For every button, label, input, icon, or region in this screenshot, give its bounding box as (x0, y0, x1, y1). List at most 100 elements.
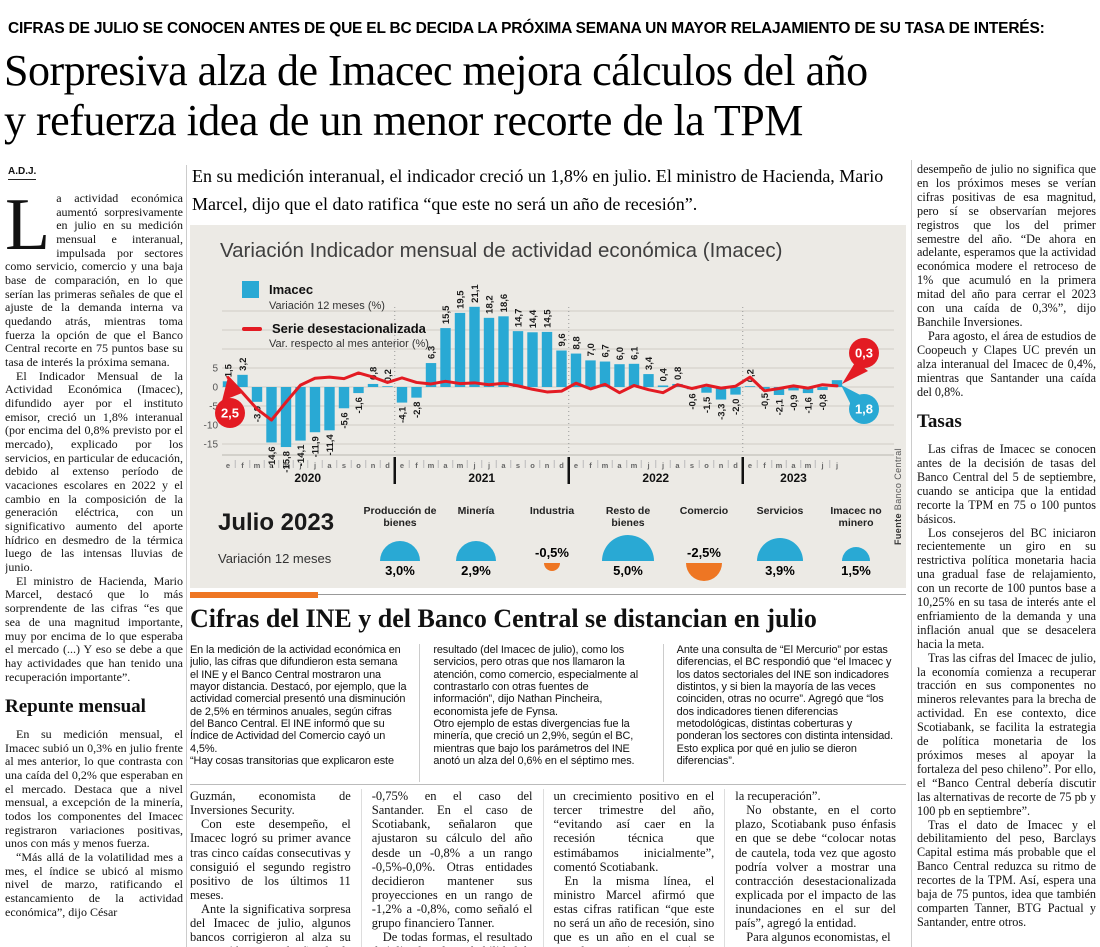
sector-gauge-servicios: Servicios 3,9% (742, 503, 818, 581)
imacec-bar (237, 374, 248, 387)
imacec-bar (643, 374, 654, 387)
callout-bar-end-text: 1,8 (855, 402, 873, 417)
imacec-bar (440, 328, 451, 387)
bar-value-label: -4,1 (398, 406, 409, 423)
imacec-bar (280, 387, 292, 448)
imacec-bar (817, 387, 828, 391)
bar-value-label: 14,7 (514, 309, 525, 328)
bar-value-label: -2,0 (731, 399, 742, 415)
sector-gauges-row: Julio 2023 Variación 12 meses Producción… (204, 503, 894, 581)
body-paragraph: Guzmán, economista de Inversiones Securi… (190, 789, 351, 818)
imacec-bar (338, 387, 350, 409)
imacec-bar (715, 387, 727, 400)
bar-value-label: 0,4 (659, 368, 670, 382)
year-label: 2020 (294, 471, 321, 485)
sector-gauge-industria: Industria -0,5% (514, 503, 590, 581)
main-headline: Sorpresiva alza de Imacec mejora cálculo… (4, 46, 1098, 146)
month-label: j (835, 461, 838, 470)
gauges-subtitle: Variación 12 meses (218, 551, 332, 566)
bar-value-label: 3,4 (644, 356, 655, 370)
imacec-bar (425, 363, 437, 387)
year-label: 2022 (642, 471, 669, 485)
gauge-semicircle-negative (544, 563, 560, 571)
bar-value-label: 15,5 (441, 305, 452, 324)
month-label: a (617, 461, 622, 470)
month-label: a (443, 461, 448, 470)
imacec-bar (512, 331, 524, 387)
month-label: a (501, 461, 506, 470)
month-label: j (313, 461, 316, 470)
body-paragraph: un crecimiento positivo en el tercer tri… (553, 789, 715, 874)
gauge-semicircle-positive (380, 541, 420, 561)
bar-value-label: 14,5 (543, 309, 554, 328)
bar-value-label: -0,8 (818, 394, 829, 410)
orange-accent-bar (190, 592, 318, 598)
bar-value-label: -14,6 (267, 446, 278, 468)
bar-value-label: -3,9 (253, 406, 264, 422)
gauge-zone (590, 531, 666, 561)
bar-value-label: -2,1 (775, 398, 786, 415)
month-label: e (400, 461, 404, 470)
gauge-semicircle-positive (757, 538, 803, 561)
month-label: o (530, 461, 535, 470)
month-label: o (704, 461, 709, 470)
gauge-label: Minería (457, 505, 495, 517)
month-label: s (342, 461, 346, 470)
article-text-column: un crecimiento positivo en el tercer tri… (542, 789, 725, 947)
byline: A.D.J. (8, 166, 37, 180)
bar-value-label: -14,1 (296, 444, 307, 466)
bar-value-label: -2,8 (412, 402, 423, 418)
gauge-semicircle-positive (602, 535, 654, 561)
month-label: n (719, 461, 724, 470)
body-paragraph: la recuperación”. (735, 789, 821, 803)
bar-value-label: 21,1 (470, 284, 481, 303)
month-label: n (371, 461, 376, 470)
month-label: a (269, 461, 274, 470)
bar-value-label: -3,3 (717, 404, 728, 420)
gauge-zone: -2,5% (666, 531, 742, 561)
subarticle-text-column: resultado (del Imacec de julio), como lo… (419, 644, 662, 782)
legend-entry-imacec: Imacec Variación 12 meses (%) (242, 281, 429, 312)
section-divider (190, 784, 906, 785)
gauge-value: 3,0% (385, 563, 415, 578)
bar-value-label: 6,3 (427, 346, 438, 359)
callout-line-end-bubble (849, 338, 879, 368)
subhead-repunte-mensual: Repunte mensual (5, 696, 146, 718)
month-label: e (574, 461, 578, 470)
gauge-semicircle-negative (686, 563, 722, 581)
month-label: a (327, 461, 332, 470)
right-column-paragraphs: desempeño de julio no significa que en l… (917, 163, 1096, 399)
body-paragraph: De todas formas, el resultado de julio e… (372, 930, 533, 947)
gauge-semicircle-positive (842, 547, 870, 561)
gauge-value: -0,5% (535, 545, 569, 560)
imacec-bar (831, 380, 843, 387)
line-swatch-icon (242, 326, 262, 331)
gauge-label: Imacec no minero (830, 505, 882, 530)
imacec-bar (744, 386, 756, 387)
imacec-bar (527, 332, 538, 387)
imacec-bar (454, 312, 466, 387)
gauge-value: 2,9% (461, 563, 491, 578)
month-label: d (733, 461, 738, 470)
body-paragraph: Tras el dato de Imacec y el debilitamien… (917, 817, 1096, 929)
y-axis-tick: -5 (209, 402, 218, 413)
headline-line-2: y refuerza idea de un menor recorte de l… (4, 96, 803, 145)
body-paragraph: Para algunos economistas, el (746, 930, 891, 945)
callout-line-start-tail (222, 377, 242, 401)
month-label: m (428, 461, 435, 470)
bar-value-label: 18,6 (499, 294, 510, 313)
body-paragraph: El ministro de Hacienda, Mario Marcel, d… (5, 573, 183, 684)
bar-value-label: 19,5 (456, 290, 467, 309)
legend-label: Serie desestacionalizada (272, 321, 426, 336)
body-paragraph: Ante la significativa sorpresa del Imace… (190, 902, 351, 947)
subarticle: Cifras del INE y del Banco Central se di… (190, 592, 906, 782)
body-paragraph: Con este desempeño, el Imacec logró su p… (190, 817, 351, 902)
bar-value-label: -1,6 (804, 397, 815, 413)
chart-source: Fuente Banco Central (893, 447, 903, 545)
imacec-bar (759, 387, 770, 389)
bar-value-label: -0,6 (688, 393, 699, 409)
body-paragraph: El Indicador Mensual de la Actividad Eco… (5, 368, 183, 575)
